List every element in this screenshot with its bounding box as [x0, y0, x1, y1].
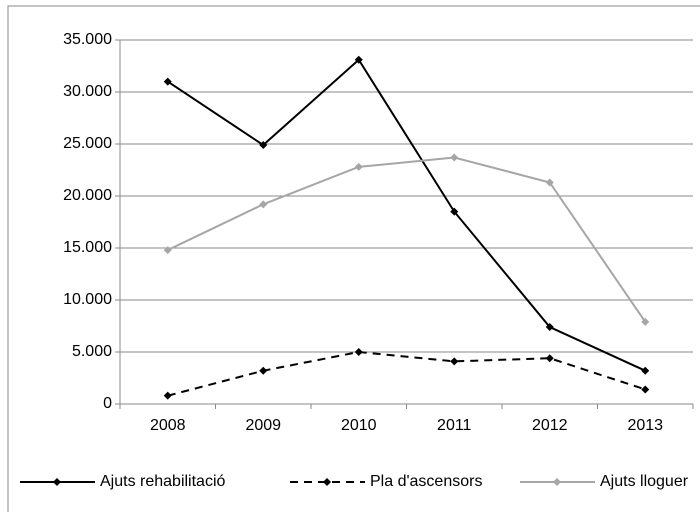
x-tick-label: 2011 — [437, 417, 472, 434]
y-tick-label: 10.000 — [63, 291, 112, 308]
legend-label: Pla d'ascensors — [370, 473, 482, 490]
marker — [545, 354, 554, 363]
y-tick-label: 15.000 — [63, 239, 112, 256]
marker — [354, 162, 363, 171]
marker — [641, 385, 650, 394]
x-tick-label: 2009 — [245, 417, 281, 434]
y-tick-label: 20.000 — [63, 187, 112, 204]
y-tick-label: 30.000 — [63, 83, 112, 100]
marker — [259, 366, 268, 375]
marker — [323, 478, 331, 486]
chart-border — [7, 5, 700, 512]
x-tick-label: 2010 — [341, 417, 377, 434]
marker — [53, 478, 61, 486]
marker — [553, 478, 561, 486]
marker — [450, 357, 459, 366]
marker — [450, 207, 459, 216]
marker — [641, 366, 650, 375]
marker — [163, 246, 172, 255]
series-line — [167, 58, 646, 372]
marker — [354, 348, 363, 356]
series-line — [167, 156, 647, 323]
marker — [450, 153, 459, 162]
y-tick-label: 35.000 — [63, 31, 112, 48]
marker — [641, 317, 650, 326]
x-tick-label: 2012 — [532, 417, 568, 434]
marker — [545, 178, 554, 187]
marker — [163, 391, 172, 400]
marker — [545, 323, 554, 332]
series-line — [167, 350, 646, 397]
y-tick-label: 0 — [103, 395, 112, 412]
marker — [259, 200, 268, 209]
legend-label: Ajuts rehabilitació — [100, 473, 226, 490]
marker — [163, 77, 172, 86]
marker — [259, 141, 268, 150]
legend-label: Ajuts lloguer — [600, 473, 689, 490]
x-tick-label: 2013 — [627, 417, 663, 434]
y-tick-label: 5.000 — [72, 343, 112, 360]
x-tick-label: 2008 — [150, 417, 186, 434]
y-tick-label: 25.000 — [63, 135, 112, 152]
marker — [354, 55, 363, 64]
